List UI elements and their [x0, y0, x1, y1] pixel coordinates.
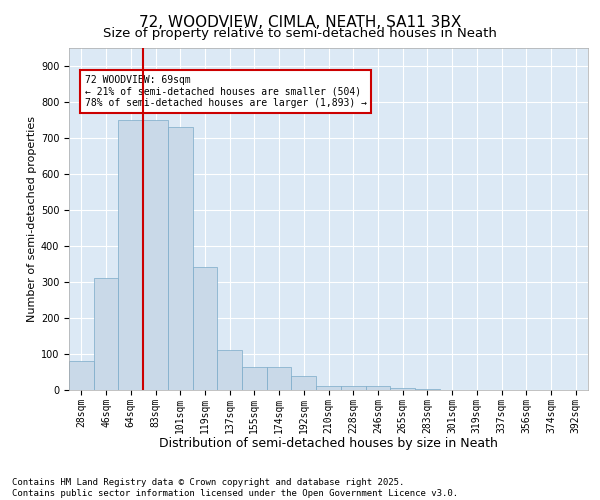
Y-axis label: Number of semi-detached properties: Number of semi-detached properties	[26, 116, 37, 322]
Bar	[143, 120, 168, 390]
Bar	[390, 388, 415, 390]
Bar	[341, 386, 365, 390]
Bar	[242, 366, 267, 390]
Bar	[316, 386, 341, 390]
Bar	[94, 278, 118, 390]
Text: 72 WOODVIEW: 69sqm
← 21% of semi-detached houses are smaller (504)
78% of semi-d: 72 WOODVIEW: 69sqm ← 21% of semi-detache…	[85, 75, 367, 108]
Bar	[69, 361, 94, 390]
Bar	[118, 120, 143, 390]
Bar	[292, 376, 316, 390]
Bar	[267, 366, 292, 390]
Bar	[168, 127, 193, 390]
X-axis label: Distribution of semi-detached houses by size in Neath: Distribution of semi-detached houses by …	[159, 437, 498, 450]
Bar	[217, 350, 242, 390]
Text: 72, WOODVIEW, CIMLA, NEATH, SA11 3BX: 72, WOODVIEW, CIMLA, NEATH, SA11 3BX	[139, 15, 461, 30]
Bar	[365, 386, 390, 390]
Text: Contains HM Land Registry data © Crown copyright and database right 2025.
Contai: Contains HM Land Registry data © Crown c…	[12, 478, 458, 498]
Text: Size of property relative to semi-detached houses in Neath: Size of property relative to semi-detach…	[103, 28, 497, 40]
Bar	[193, 268, 217, 390]
